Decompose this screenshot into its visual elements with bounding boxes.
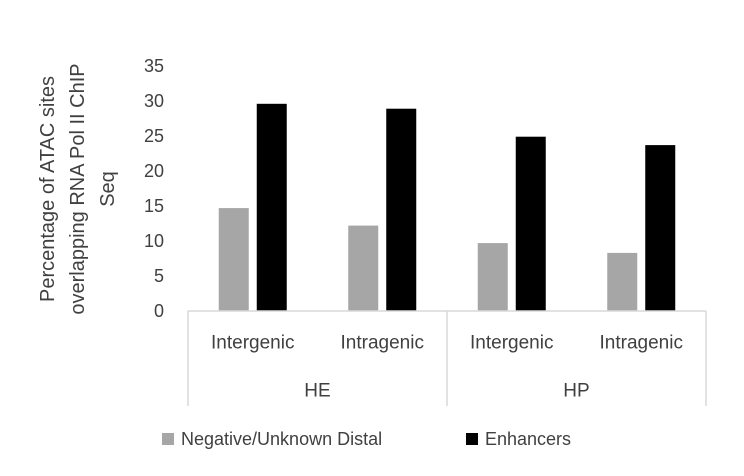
y-tick-label: 10 <box>144 231 164 251</box>
legend-label: Negative/Unknown Distal <box>181 429 382 449</box>
x-group-label: HE <box>304 381 330 402</box>
bar <box>386 108 417 311</box>
bar <box>218 208 249 311</box>
y-axis-title-line: overlapping RNA Pol II ChIP <box>67 63 89 314</box>
y-tick-label: 5 <box>154 266 164 286</box>
bar <box>645 145 676 311</box>
x-category-label: Intragenic <box>600 333 683 354</box>
y-tick-label: 25 <box>144 126 164 146</box>
y-tick-label: 15 <box>144 196 164 216</box>
legend: Negative/Unknown Distal Enhancers <box>162 429 571 449</box>
legend-swatch <box>162 433 174 445</box>
y-axis-title-line: Percentage of ATAC sites <box>37 76 59 302</box>
y-tick-label: 20 <box>144 161 164 181</box>
x-group-label: HP <box>563 381 589 402</box>
y-axis-ticks: 0 5 10 15 20 25 30 35 <box>144 56 164 321</box>
legend-swatch <box>466 433 478 445</box>
bar <box>256 103 287 311</box>
bar <box>477 243 508 311</box>
bar <box>515 136 546 311</box>
legend-label: Enhancers <box>485 429 571 449</box>
x-category-label: Intergenic <box>211 333 294 354</box>
bars <box>218 103 676 311</box>
bar <box>348 225 379 311</box>
y-axis-title-line: Seq <box>97 171 119 207</box>
y-tick-label: 30 <box>144 91 164 111</box>
y-tick-label: 35 <box>144 56 164 76</box>
x-axis: Intergenic Intragenic Intergenic Intragenic… <box>187 310 707 406</box>
x-category-label: Intergenic <box>470 333 553 354</box>
bar <box>607 252 638 311</box>
y-axis-label: Percentage of ATAC sites overlapping RNA … <box>37 63 119 314</box>
y-tick-label: 0 <box>154 301 164 321</box>
x-category-label: Intragenic <box>341 333 424 354</box>
